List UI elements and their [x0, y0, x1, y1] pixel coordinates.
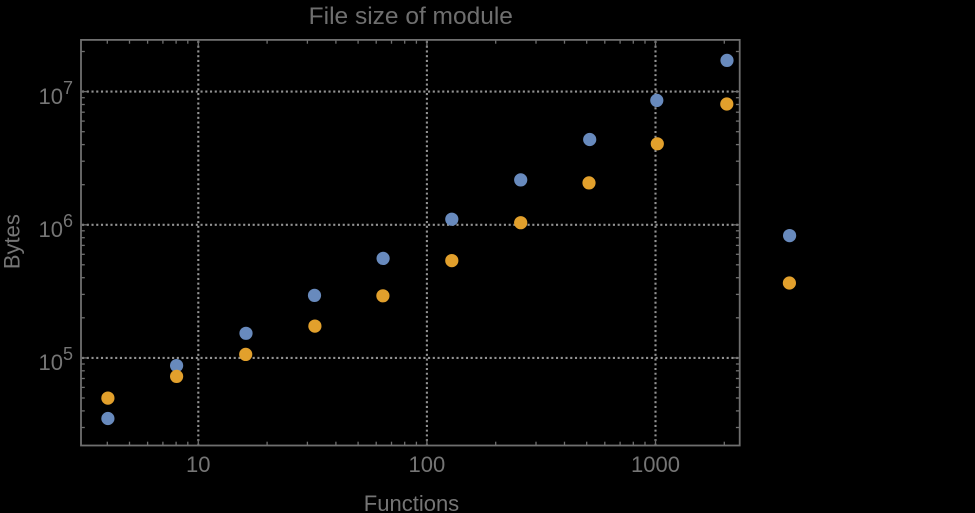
svg-text:6: 6 — [63, 211, 73, 231]
svg-text:100: 100 — [409, 452, 446, 477]
svg-text:Functions: Functions — [364, 491, 459, 513]
svg-text:7: 7 — [63, 78, 73, 98]
svg-text:10: 10 — [39, 350, 63, 375]
svg-text:File size of module: File size of module — [309, 3, 513, 30]
svg-text:10: 10 — [39, 217, 63, 242]
svg-text:1000: 1000 — [631, 452, 680, 477]
svg-text:Bytes: Bytes — [0, 214, 25, 269]
svg-text:5: 5 — [63, 344, 73, 364]
svg-text:10: 10 — [186, 452, 210, 477]
svg-text:10: 10 — [39, 84, 63, 109]
